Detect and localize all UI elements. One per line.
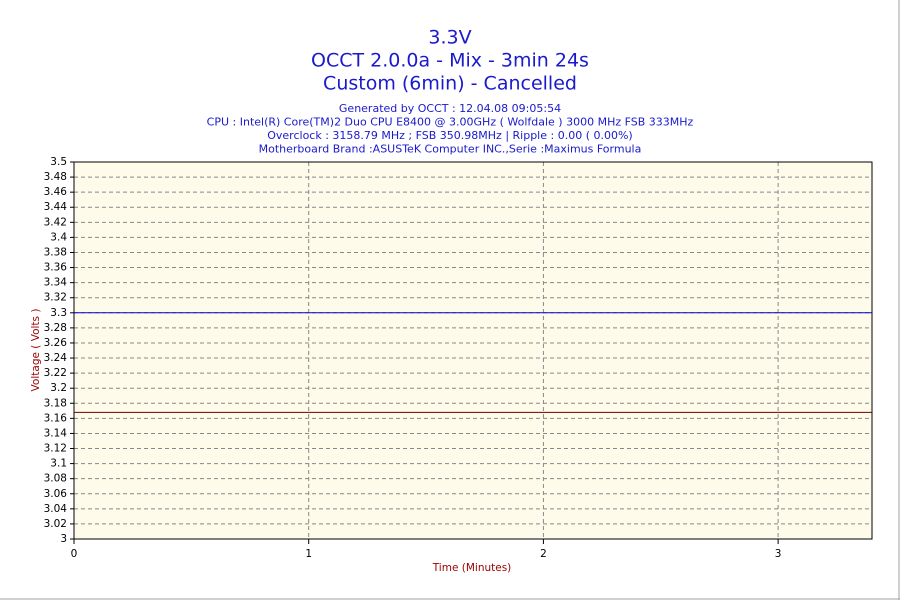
plot-area — [74, 162, 872, 539]
y-tick-label: 3.32 — [44, 292, 67, 304]
y-tick-label: 3.1 — [50, 458, 67, 470]
y-tick-label: 3.22 — [44, 367, 67, 379]
chart-subtitle: Generated by OCCT : 12.04.08 09:05:54 — [339, 102, 561, 115]
x-tick-label: 3 — [775, 548, 782, 560]
y-tick-label: 3.06 — [44, 488, 68, 500]
y-tick-label: 3 — [60, 533, 67, 545]
chart-title: OCCT 2.0.0a - Mix - 3min 24s — [311, 50, 589, 72]
y-tick-label: 3.04 — [44, 503, 68, 515]
x-axis-label: Time (Minutes) — [432, 562, 512, 574]
y-tick-label: 3.38 — [44, 246, 67, 258]
y-tick-label: 3.36 — [44, 262, 68, 274]
chart-subtitle: Motherboard Brand :ASUSTeK Computer INC.… — [259, 143, 642, 156]
y-tick-label: 3.14 — [44, 427, 68, 439]
y-tick-label: 3.18 — [44, 397, 67, 409]
y-tick-label: 3.4 — [50, 231, 67, 243]
y-tick-label: 3.3 — [50, 307, 67, 319]
y-tick-label: 3.24 — [44, 352, 68, 364]
y-tick-label: 3.48 — [44, 171, 67, 183]
chart-title: Custom (6min) - Cancelled — [323, 73, 577, 95]
y-tick-label: 3.26 — [44, 337, 68, 349]
y-tick-label: 3.5 — [50, 156, 67, 168]
chart-title: 3.3V — [428, 27, 471, 49]
plot-border — [73, 161, 873, 540]
y-tick-label: 3.28 — [44, 322, 67, 334]
y-tick-label: 3.34 — [44, 277, 68, 289]
y-tick-label: 3.46 — [44, 186, 68, 198]
x-tick-label: 1 — [305, 548, 312, 560]
y-axis-label: Voltage ( Volts ) — [30, 309, 42, 392]
y-tick-label: 3.2 — [50, 382, 67, 394]
y-tick-label: 3.42 — [44, 216, 67, 228]
chart-subtitle: Overclock : 3158.79 MHz ; FSB 350.98MHz … — [267, 129, 632, 142]
y-tick-label: 3.12 — [44, 443, 67, 455]
y-tick-label: 3.16 — [44, 412, 68, 424]
x-tick-label: 2 — [540, 548, 547, 560]
x-tick-label: 0 — [71, 548, 78, 560]
y-tick-label: 3.08 — [44, 473, 67, 485]
chart-subtitle: CPU : Intel(R) Core(TM)2 Duo CPU E8400 @… — [207, 116, 694, 129]
y-tick-label: 3.02 — [44, 518, 67, 530]
y-tick-label: 3.44 — [44, 201, 68, 213]
